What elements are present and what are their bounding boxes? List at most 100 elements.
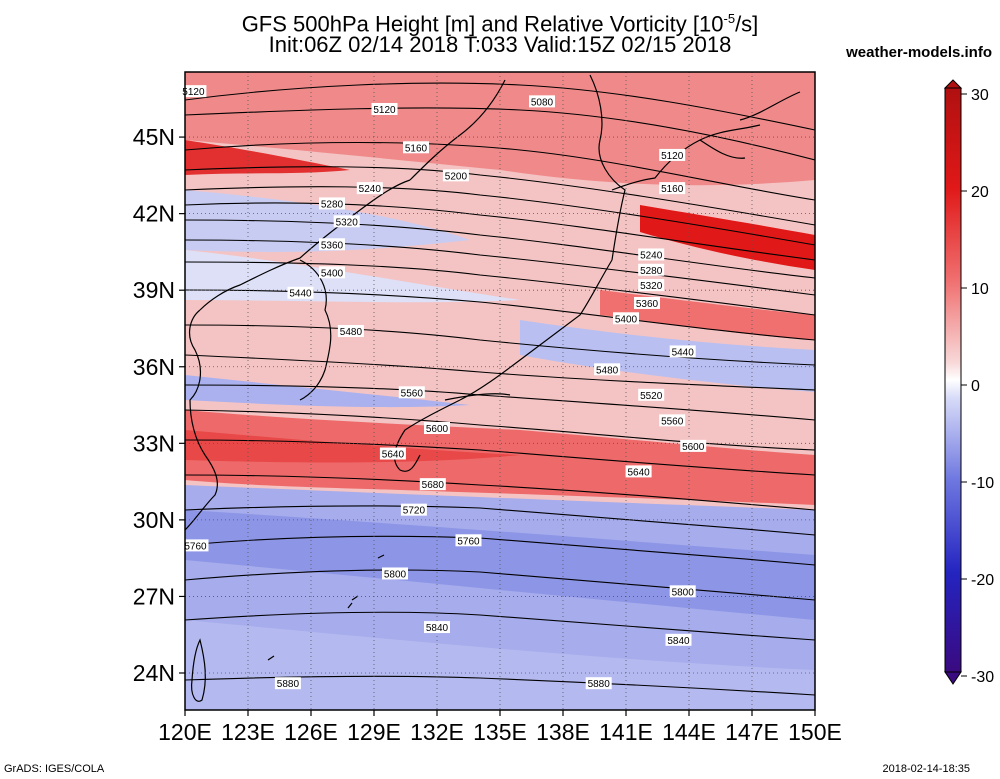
- lon-tick-label: 132E: [410, 719, 464, 745]
- lon-tick-label: 147E: [725, 719, 779, 745]
- contour-label-bg: [333, 215, 360, 228]
- colorbar: 30 20 10 0 -10 -20 -30: [943, 79, 994, 686]
- contour-label: 5320: [336, 217, 359, 228]
- contour-label-bg: [585, 677, 612, 690]
- lon-tick-label: 138E: [536, 719, 590, 745]
- contour-label: 5480: [340, 327, 363, 338]
- contour-label-bg: [182, 539, 209, 552]
- contour-label: 5640: [627, 467, 650, 478]
- lon-tick-label: 144E: [662, 719, 716, 745]
- contour-label: 5720: [403, 506, 426, 517]
- contour-label-bg: [659, 148, 686, 161]
- chart-title-line2: Init:06Z 02/14 2018 T:033 Valid:15Z 02/1…: [268, 32, 732, 57]
- contour-label-bg: [659, 182, 686, 195]
- lon-tick-label: 126E: [284, 719, 338, 745]
- title-unit: /s]: [735, 11, 759, 37]
- contour-label-bg: [442, 169, 469, 182]
- contour-label-bg: [371, 103, 398, 116]
- contour-label-bg: [319, 266, 345, 279]
- contour-label: 5080: [531, 97, 554, 108]
- contour-label: 5240: [359, 184, 382, 195]
- contour-label: 5440: [289, 289, 312, 300]
- contour-label-bg: [382, 567, 408, 580]
- contour-label-bg: [274, 677, 301, 690]
- contour-label: 5360: [321, 240, 344, 251]
- contour-label-bg: [625, 465, 652, 478]
- contour-label: 5600: [426, 424, 449, 435]
- contour-label-bg: [400, 503, 427, 516]
- contour-label-bg: [319, 238, 345, 251]
- contour-label: 5520: [640, 391, 663, 402]
- title-text: GFS 500hPa Height [m] and Relative Vorti…: [241, 11, 724, 37]
- contour-label-bg: [287, 286, 314, 299]
- contour-label-bg: [419, 478, 446, 491]
- contour-label: 5400: [321, 268, 344, 279]
- contour-label: 5800: [672, 587, 695, 598]
- chart-title-line1: GFS 500hPa Height [m] and Relative Vorti…: [150, 6, 850, 37]
- site-name: weather-models.info: [846, 44, 992, 61]
- lat-tick-label: 39N: [133, 277, 175, 303]
- lat-lon-grid: [185, 72, 815, 710]
- lat-tick-label: 45N: [133, 124, 175, 150]
- contour-label-bg: [356, 182, 383, 195]
- lat-tick-label: 24N: [133, 660, 175, 686]
- contour-label: 5120: [182, 87, 205, 98]
- contour-label: 5840: [667, 636, 690, 647]
- contour-label: 5600: [682, 442, 705, 453]
- lat-tick-label: 30N: [133, 507, 175, 533]
- colorbar-scale: [944, 87, 962, 673]
- contour-label-bg: [680, 439, 707, 452]
- lat-tick-label: 27N: [133, 583, 175, 609]
- lat-tick-label: 33N: [133, 430, 175, 456]
- map-axes: 120E 123E 126E 129E 132E 135E 138E 141E 144E 147E…: [133, 124, 842, 745]
- contour-label-bg: [180, 85, 207, 98]
- contour-label: 5880: [588, 679, 611, 690]
- contour-label-bg: [665, 633, 692, 646]
- contour-label-bg: [403, 141, 429, 154]
- contour-label: 5440: [672, 347, 695, 358]
- contour-label: 5200: [445, 171, 468, 182]
- contour-label: 5560: [661, 416, 684, 427]
- colorbar-tick-label: -10: [971, 475, 994, 492]
- lon-tick-label: 135E: [473, 719, 527, 745]
- contour-label: 5280: [640, 266, 663, 277]
- contour-label-bg: [424, 621, 450, 634]
- lon-tick-label: 150E: [788, 719, 842, 745]
- contour-label-bg: [398, 386, 425, 399]
- software-credit: GrADS: IGES/COLA: [4, 763, 105, 775]
- contour-label: 5240: [640, 250, 663, 261]
- contour-label-bg: [659, 414, 686, 427]
- colorbar-tick-label: -20: [971, 572, 994, 589]
- generation-timestamp: 2018-02-14-18:35: [882, 763, 970, 775]
- lon-tick-label: 141E: [599, 719, 653, 745]
- lon-tick-label: 123E: [221, 719, 275, 745]
- contour-label: 5120: [661, 151, 684, 162]
- contour-label: 5160: [405, 143, 428, 154]
- contour-label: 5360: [636, 299, 659, 310]
- colorbar-tick-label: 20: [971, 184, 989, 201]
- contour-label-bg: [594, 363, 621, 376]
- colorbar-min-arrow: [944, 671, 962, 685]
- colorbar-tick-label: 30: [971, 87, 989, 104]
- contour-label: 5120: [373, 105, 396, 116]
- contour-label: 5560: [401, 388, 424, 399]
- contour-label-bg: [638, 248, 665, 261]
- contour-label: 5680: [422, 480, 445, 491]
- contour-label-bg: [669, 585, 696, 598]
- contour-label-bg: [379, 447, 406, 460]
- contour-label: 5760: [457, 536, 480, 547]
- contour-label: 5760: [184, 541, 207, 552]
- colorbar-max-arrow: [943, 79, 963, 89]
- contour-label: 5480: [596, 365, 619, 376]
- contour-label: 5800: [384, 569, 407, 580]
- lon-tick-label: 129E: [347, 719, 401, 745]
- contour-label: 5280: [321, 199, 344, 210]
- contour-label-bg: [638, 388, 665, 401]
- colorbar-tick-label: 0: [971, 378, 980, 395]
- contour-label: 5400: [615, 314, 638, 325]
- lat-tick-label: 36N: [133, 354, 175, 380]
- contour-label-bg: [638, 279, 665, 292]
- contour-labels: 5120 5120 5080 5160 5120 5200 5160 5240 5280 5320…: [180, 85, 707, 690]
- title-superscript: -5: [723, 11, 736, 26]
